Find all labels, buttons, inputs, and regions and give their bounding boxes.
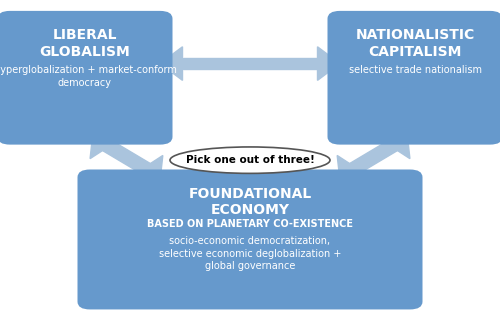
Polygon shape	[126, 156, 163, 180]
Polygon shape	[318, 47, 340, 80]
Ellipse shape	[170, 147, 330, 174]
Polygon shape	[160, 47, 182, 80]
Text: socio-economic democratization,
selective economic deglobalization +
global gove: socio-economic democratization, selectiv…	[159, 236, 341, 271]
Text: selective trade nationalism: selective trade nationalism	[348, 65, 482, 75]
Polygon shape	[102, 142, 150, 172]
Text: LIBERAL
GLOBALISM: LIBERAL GLOBALISM	[40, 28, 130, 59]
Polygon shape	[90, 134, 128, 159]
FancyBboxPatch shape	[78, 169, 422, 309]
Text: FOUNDATIONAL
ECONOMY: FOUNDATIONAL ECONOMY	[188, 187, 312, 217]
Polygon shape	[182, 58, 318, 69]
FancyBboxPatch shape	[328, 11, 500, 145]
Text: hyperglobalization + market-conform
democracy: hyperglobalization + market-conform demo…	[0, 65, 176, 88]
Text: BASED ON PLANETARY CO-EXISTENCE: BASED ON PLANETARY CO-EXISTENCE	[147, 219, 353, 229]
Polygon shape	[350, 142, 398, 172]
Text: NATIONALISTIC
CAPITALISM: NATIONALISTIC CAPITALISM	[356, 28, 474, 59]
Text: Pick one out of three!: Pick one out of three!	[186, 155, 314, 165]
FancyBboxPatch shape	[0, 11, 172, 145]
Polygon shape	[372, 134, 410, 159]
Polygon shape	[337, 156, 374, 180]
